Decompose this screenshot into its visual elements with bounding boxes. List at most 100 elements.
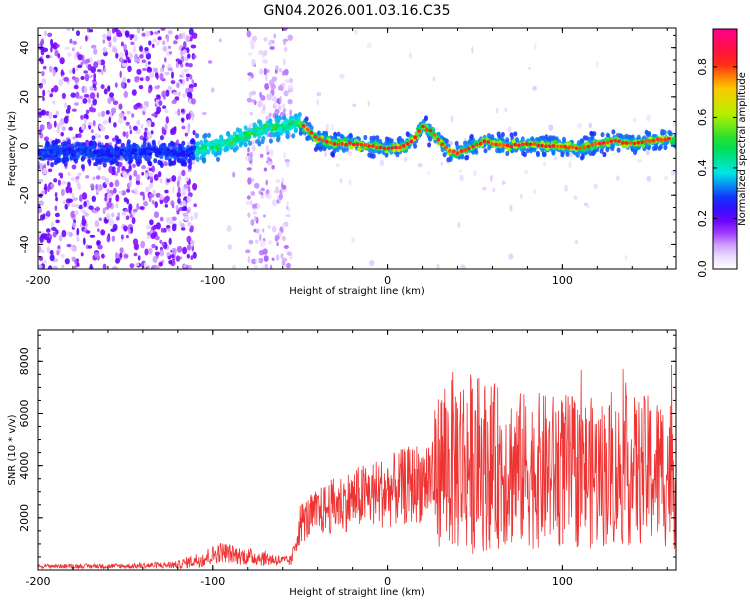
- top-plot-frame: [37, 27, 677, 270]
- heatmap-cell: [101, 69, 104, 76]
- heatmap-cell: [47, 89, 51, 94]
- heatmap-cell: [98, 217, 103, 221]
- heatmap-cell: [348, 145, 354, 150]
- heatmap-cell: [123, 197, 128, 203]
- heatmap-cell: [92, 150, 98, 155]
- heatmap-cell: [215, 146, 221, 151]
- heatmap-cell: [267, 161, 273, 166]
- heatmap-cell: [134, 77, 140, 83]
- heatmap-cell: [195, 133, 200, 139]
- heatmap-cell: [130, 41, 135, 46]
- heatmap-cell: [269, 264, 273, 269]
- heatmap-cell: [243, 131, 248, 136]
- heatmap-cell: [283, 41, 286, 46]
- heatmap-peak-cell: [624, 141, 629, 145]
- heatmap-cell: [95, 175, 101, 180]
- heatmap-cell: [188, 28, 194, 36]
- heatmap-cell: [80, 164, 85, 170]
- heatmap-peak-cell: [632, 141, 637, 146]
- heatmap-cell: [351, 236, 356, 243]
- heatmap-cell: [125, 131, 129, 139]
- heatmap-cell: [536, 137, 541, 143]
- heatmap-cell: [223, 147, 228, 153]
- heatmap-cell: [90, 183, 95, 190]
- heatmap-cell: [258, 190, 262, 195]
- heatmap-cell: [101, 110, 105, 118]
- heatmap-cell: [126, 110, 131, 115]
- heatmap-cell: [168, 51, 173, 55]
- heatmap-cell: [139, 191, 145, 196]
- heatmap-cell: [41, 78, 46, 83]
- heatmap-cell: [112, 223, 118, 232]
- heatmap-cell: [84, 118, 87, 124]
- heatmap-cell: [85, 35, 88, 42]
- heatmap-cell: [102, 263, 107, 269]
- heatmap-cell: [181, 227, 186, 231]
- heatmap-cell: [259, 68, 264, 75]
- heatmap-peak-cell: [613, 138, 617, 143]
- heatmap-cell: [530, 136, 535, 142]
- heatmap-cell: [501, 180, 506, 185]
- heatmap-cell: [89, 151, 94, 156]
- heatmap-cell: [246, 201, 250, 206]
- heatmap-cell: [112, 35, 117, 43]
- heatmap-cell: [281, 235, 286, 242]
- heatmap-cell: [542, 161, 547, 167]
- heatmap-cell: [61, 126, 66, 132]
- heatmap-cell: [156, 85, 160, 89]
- heatmap-cell: [206, 149, 211, 155]
- heatmap-cell: [38, 151, 42, 156]
- heatmap-cell: [568, 151, 573, 158]
- heatmap-cell: [391, 142, 396, 147]
- heatmap-cell: [93, 72, 97, 80]
- heatmap-cell: [219, 135, 224, 141]
- heatmap-cell: [56, 129, 60, 134]
- heatmap-cell: [201, 111, 207, 116]
- heatmap-cell: [42, 65, 47, 70]
- heatmap-peak-cell: [305, 127, 310, 131]
- heatmap-cell: [256, 131, 261, 136]
- heatmap-cell: [487, 145, 492, 151]
- heatmap-cell: [165, 216, 171, 224]
- heatmap-cell: [127, 65, 132, 73]
- heatmap-cell: [339, 73, 345, 79]
- heatmap-cell: [187, 185, 191, 193]
- heatmap-cell: [71, 192, 75, 198]
- heatmap-cell: [265, 74, 268, 82]
- heatmap-cell: [162, 227, 167, 233]
- heatmap-cell: [182, 212, 187, 217]
- heatmap-cell: [145, 186, 150, 193]
- heatmap-cell: [183, 263, 188, 268]
- heatmap-cell: [186, 91, 193, 98]
- heatmap-cell: [73, 85, 79, 90]
- heatmap-cell: [65, 198, 72, 204]
- heatmap-cell: [132, 163, 136, 168]
- heatmap-cell: [83, 85, 88, 94]
- heatmap-cell: [151, 200, 155, 205]
- heatmap-cell: [129, 179, 132, 188]
- heatmap-cell: [89, 57, 93, 64]
- heatmap-cell: [143, 131, 148, 138]
- heatmap-peak-cell: [555, 144, 560, 149]
- heatmap-cell: [287, 34, 293, 41]
- heatmap-cell: [53, 178, 58, 183]
- heatmap-cell: [176, 179, 180, 188]
- bottom-y-tick-label: 8000: [18, 347, 31, 375]
- top-y-tick-label: -20: [18, 186, 31, 204]
- heatmap-cell: [115, 257, 120, 264]
- heatmap-cell: [95, 157, 99, 163]
- heatmap-cell: [86, 114, 89, 120]
- heatmap-cell: [186, 153, 191, 157]
- heatmap-cell: [247, 147, 250, 153]
- heatmap-cell: [232, 171, 236, 178]
- heatmap-cell: [171, 253, 175, 259]
- heatmap-peak-cell: [651, 138, 656, 143]
- heatmap-cell: [119, 70, 122, 78]
- heatmap-cell: [281, 184, 287, 190]
- heatmap-cell: [290, 115, 294, 121]
- heatmap-cell: [92, 98, 97, 106]
- heatmap-cell: [344, 137, 349, 142]
- heatmap-cell: [63, 116, 69, 124]
- heatmap-cell: [126, 188, 131, 193]
- heatmap-cell: [153, 173, 159, 181]
